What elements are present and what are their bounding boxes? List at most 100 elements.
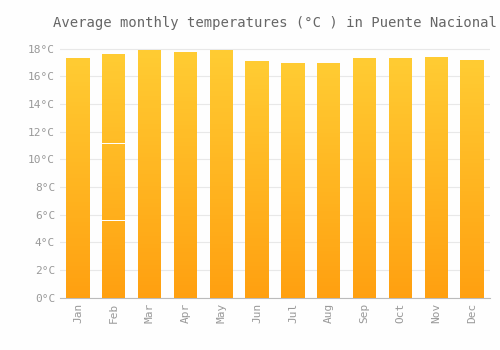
Bar	[389, 94, 412, 98]
Bar	[102, 200, 126, 204]
Bar	[246, 100, 268, 105]
Bar	[210, 87, 233, 91]
Bar	[174, 211, 197, 216]
Bar	[174, 261, 197, 265]
Bar	[353, 58, 376, 62]
Bar	[66, 266, 90, 270]
Bar	[66, 90, 90, 94]
Bar	[246, 116, 268, 120]
Bar	[424, 281, 448, 286]
Bar	[424, 61, 448, 65]
Bar	[210, 120, 233, 124]
Bar	[317, 215, 340, 219]
Bar	[389, 289, 412, 294]
Bar	[138, 108, 161, 112]
Bar	[353, 150, 376, 154]
Bar	[66, 110, 90, 114]
Bar	[102, 168, 126, 172]
Bar	[460, 179, 483, 183]
Bar	[210, 50, 233, 54]
Bar	[246, 215, 268, 219]
Bar	[66, 210, 90, 214]
Bar	[102, 156, 126, 160]
Bar	[282, 231, 304, 235]
Bar	[389, 130, 412, 134]
Bar	[424, 105, 448, 109]
Bar	[282, 286, 304, 290]
Bar	[210, 58, 233, 63]
Bar	[66, 142, 90, 146]
Bar	[66, 286, 90, 289]
Bar	[174, 51, 197, 56]
Bar	[389, 174, 412, 178]
Bar	[66, 234, 90, 238]
Bar	[102, 237, 126, 241]
Bar	[66, 258, 90, 262]
Bar	[460, 238, 483, 242]
Bar	[460, 163, 483, 167]
Bar	[424, 209, 448, 214]
Bar	[460, 135, 483, 139]
Bar	[66, 70, 90, 75]
Bar	[317, 227, 340, 231]
Bar	[317, 141, 340, 145]
Bar	[424, 77, 448, 81]
Bar	[282, 129, 304, 133]
Bar	[389, 122, 412, 126]
Bar	[460, 68, 483, 72]
Bar	[424, 125, 448, 129]
Bar	[174, 80, 197, 84]
Bar	[174, 183, 197, 187]
Bar	[282, 161, 304, 164]
Bar	[174, 257, 197, 261]
Bar	[353, 75, 376, 78]
Bar	[210, 133, 233, 137]
Bar	[174, 146, 197, 150]
Bar	[389, 242, 412, 246]
Bar	[138, 269, 161, 273]
Bar	[102, 164, 126, 168]
Bar	[138, 75, 161, 79]
Bar	[389, 254, 412, 258]
Bar	[424, 85, 448, 89]
Bar	[66, 162, 90, 166]
Bar	[174, 117, 197, 121]
Bar	[389, 186, 412, 190]
Bar	[389, 246, 412, 250]
Bar	[317, 251, 340, 254]
Bar	[424, 294, 448, 298]
Bar	[174, 84, 197, 89]
Bar	[210, 71, 233, 75]
Bar	[138, 260, 161, 265]
Bar	[210, 215, 233, 219]
Bar	[138, 137, 161, 141]
Bar	[389, 158, 412, 162]
Bar	[138, 252, 161, 256]
Bar	[102, 87, 126, 91]
Bar	[353, 218, 376, 222]
Bar	[389, 70, 412, 75]
Bar	[246, 207, 268, 211]
Bar	[389, 214, 412, 218]
Bar	[424, 214, 448, 217]
Bar	[210, 158, 233, 161]
Bar	[102, 180, 126, 184]
Bar	[282, 235, 304, 239]
Bar	[138, 91, 161, 96]
Bar	[102, 139, 126, 144]
Bar	[102, 285, 126, 289]
Bar	[66, 194, 90, 198]
Bar	[424, 245, 448, 250]
Bar	[102, 66, 126, 71]
Bar	[174, 76, 197, 80]
Bar	[282, 192, 304, 196]
Bar	[317, 74, 340, 78]
Bar	[246, 195, 268, 199]
Bar	[138, 203, 161, 207]
Bar	[353, 178, 376, 182]
Bar	[353, 146, 376, 150]
Bar	[102, 188, 126, 192]
Bar	[317, 270, 340, 274]
Bar	[460, 218, 483, 222]
Bar	[282, 153, 304, 156]
